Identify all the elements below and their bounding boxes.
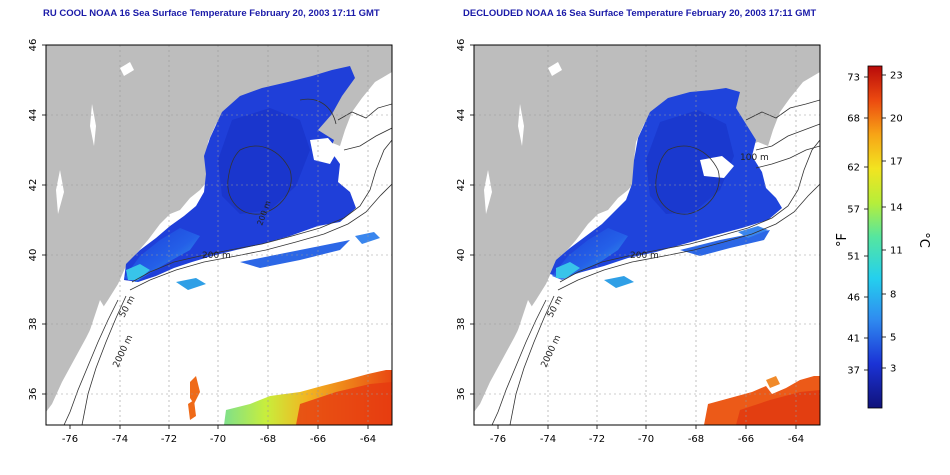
left-cloud-patch (310, 138, 338, 164)
right-cloud-patch (700, 156, 734, 178)
left-lat-label: 38 (28, 318, 39, 331)
colorbar-f-label: 41 (847, 334, 860, 345)
right-lat-label: 40 (456, 249, 467, 262)
colorbar-f-label: 62 (847, 163, 860, 174)
right-hot-core (736, 390, 820, 425)
colorbar-unit-c: °C (916, 232, 931, 248)
colorbar-c-label: 3 (890, 364, 896, 375)
right-lat-label: 44 (456, 109, 467, 122)
right-lon-label: -64 (788, 434, 804, 445)
left-tail-water (176, 278, 206, 290)
left-map: 200 m 50 m 2000 m 200 m (45, 44, 393, 426)
right-lat-label: 38 (456, 318, 467, 331)
right-lon-label: -70 (638, 434, 654, 445)
colorbar-f-label: 57 (847, 205, 860, 216)
left-lon-label: -76 (62, 434, 78, 445)
left-tail-water (355, 232, 380, 244)
left-lat-label: 40 (28, 249, 39, 262)
axes-layer: -76 -74 -72 -70 -68 -66 -64 36 38 40 42 44 46 -76 -74 -… (28, 39, 804, 445)
right-lon-label: -68 (688, 434, 704, 445)
colorbar-ticks: 73 68 62 57 51 46 41 37 23 20 17 14 11 8 5 3 (847, 71, 902, 377)
colorbar-f-label: 51 (847, 252, 860, 263)
left-lat-label: 36 (28, 388, 39, 401)
right-tail-water (738, 226, 768, 238)
right-lat-label: 36 (456, 388, 467, 401)
left-hot-core (296, 382, 392, 425)
right-tail-water (604, 276, 634, 288)
colorbar-f-label: 73 (847, 73, 860, 84)
right-lake (548, 62, 562, 76)
left-lon-label: -68 (260, 434, 276, 445)
colorbar-f-label: 37 (847, 366, 860, 377)
right-lon-label: -74 (540, 434, 556, 445)
right-graticule (474, 45, 820, 425)
left-warm-speck (188, 400, 196, 420)
colorbar-unit-f: °F (835, 233, 850, 247)
right-cyan-water (556, 262, 580, 278)
left-map-frame (45, 44, 393, 426)
left-warm-speck (190, 376, 200, 404)
left-lon-label: -66 (310, 434, 326, 445)
left-lat-label: 44 (28, 109, 39, 122)
left-lat-label: 42 (28, 179, 39, 192)
left-lon-label: -64 (360, 434, 376, 445)
left-map-land (46, 45, 392, 412)
colorbar-f-label: 46 (847, 293, 860, 304)
left-deep-basin (218, 108, 310, 214)
right-contour-label-100: 100 m (740, 153, 769, 163)
left-graticule (46, 45, 392, 425)
right-lon-label: -72 (589, 434, 605, 445)
colorbar-c-label: 8 (890, 290, 896, 301)
right-bathymetry-contours (491, 99, 820, 425)
right-warm-speck (766, 376, 780, 388)
right-contour-label-200: 200 m (630, 251, 659, 261)
left-tail-water (240, 240, 350, 268)
colorbar-c-label: 23 (890, 71, 903, 82)
right-deep-basin (646, 110, 734, 214)
left-cyan-water (126, 264, 150, 280)
left-lon-label: -72 (161, 434, 177, 445)
left-map-title: RU COOL NOAA 16 Sea Surface Temperature … (43, 8, 380, 19)
colorbar: 73 68 62 57 51 46 41 37 23 20 17 14 11 8 5 3 °F °C (835, 65, 931, 409)
left-lake (90, 104, 96, 146)
right-map: 200 m 50 m 2000 m 100 m (473, 44, 821, 426)
left-lake (120, 62, 134, 76)
left-lat-label: 46 (28, 39, 39, 52)
right-lat-label: 42 (456, 179, 467, 192)
right-bay (512, 300, 534, 370)
right-lake (484, 170, 492, 214)
left-lon-label: -70 (210, 434, 226, 445)
right-lat-label: 46 (456, 39, 467, 52)
right-map-title: DECLOUDED NOAA 16 Sea Surface Temperatur… (463, 8, 817, 19)
right-lon-label: -66 (738, 434, 754, 445)
colorbar-c-label: 11 (890, 246, 903, 257)
left-bay (84, 300, 106, 370)
left-contour-label-200: 200 m (202, 251, 231, 261)
right-lake (518, 104, 524, 146)
colorbar-c-label: 5 (890, 333, 896, 344)
colorbar-c-label: 17 (890, 157, 903, 168)
right-lon-label: -76 (490, 434, 506, 445)
left-lon-label: -74 (112, 434, 128, 445)
colorbar-c-label: 14 (890, 203, 903, 214)
colorbar-c-label: 20 (890, 114, 903, 125)
colorbar-f-label: 68 (847, 114, 860, 125)
left-bathymetry-contours (63, 98, 392, 425)
colorbar-gradient (867, 65, 883, 409)
left-lake (56, 170, 64, 214)
right-map-land (474, 45, 820, 412)
right-map-frame (473, 44, 821, 426)
